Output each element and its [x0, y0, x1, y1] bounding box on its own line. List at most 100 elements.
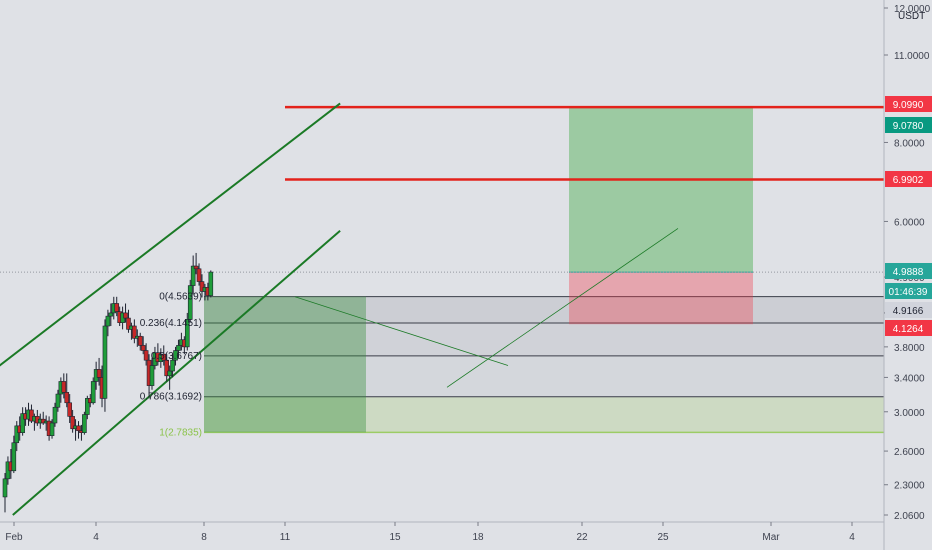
candle-body: [82, 414, 87, 433]
y-tick-label: 3.8000: [894, 343, 925, 354]
y-axis: 2.06002.30002.60003.00003.40003.80004.30…: [883, 0, 932, 550]
candle-body: [105, 315, 111, 327]
candle-body: [11, 442, 17, 472]
price-badge: [885, 283, 932, 299]
price-badge-label: 9.0780: [893, 121, 924, 132]
candle-body: [76, 425, 81, 432]
price-badge: [885, 320, 932, 336]
candle-body: [2, 478, 8, 498]
candle-body: [140, 345, 146, 351]
x-tick-label: 25: [657, 532, 669, 543]
fib-label: 0.236(4.1451): [140, 318, 202, 329]
candle-body: [52, 406, 58, 424]
trend-line: [446, 228, 679, 388]
y-tick-label: 8.0000: [894, 138, 925, 149]
channel-upper-line: [0, 102, 341, 367]
position-stop-zone: [569, 272, 753, 325]
price-badge-label: 4.9166: [893, 306, 924, 317]
candle-body: [49, 422, 55, 436]
candle-body: [176, 345, 181, 351]
y-tick-label: 6.0000: [894, 217, 925, 228]
x-tick-label: Feb: [5, 532, 23, 543]
price-badge-label: 4.1264: [893, 324, 924, 335]
price-badge: [885, 263, 932, 279]
position-target-zone: [569, 107, 753, 273]
candle-body: [14, 425, 20, 444]
candle-body: [67, 402, 72, 417]
candle-body: [132, 325, 137, 339]
y-tick-label: 12.0000: [894, 4, 931, 15]
x-axis: Feb 4 8 11 15 18 22 25 Mar 4: [0, 521, 884, 543]
x-tick-label: 4: [93, 532, 99, 543]
price-badge-label: 6.9902: [893, 175, 924, 186]
x-tick-label: 8: [201, 532, 207, 543]
price-badge-label: 9.0990: [893, 100, 924, 111]
price-badge: [885, 171, 932, 187]
candle-body: [161, 353, 167, 361]
x-tick-label: 22: [576, 532, 588, 543]
candle-body: [149, 365, 155, 386]
candle-body: [190, 265, 196, 286]
fib-label: 0.5(3.6767): [151, 351, 202, 362]
candle-body: [29, 409, 34, 422]
x-tick-label: 18: [472, 532, 484, 543]
x-tick-label: Mar: [762, 532, 780, 543]
fib-zone: [204, 355, 884, 397]
candle-body: [170, 359, 175, 372]
candle-body: [90, 381, 96, 404]
drawing-zones: [204, 107, 884, 434]
y-tick-label: 2.3000: [894, 481, 925, 492]
candle-body: [102, 325, 108, 399]
fib-zone: [204, 396, 884, 433]
y-tick-label: 2.6000: [894, 447, 925, 458]
candle-body: [184, 319, 190, 348]
candle-body: [164, 359, 169, 377]
fib-labels: 0(4.5639) 0.236(4.1451) 0.5(3.6767) 0.786(3…: [140, 292, 202, 439]
candles: [2, 252, 214, 513]
range-box: [204, 296, 366, 433]
fib-zone: [204, 296, 884, 323]
price-badge: [885, 96, 932, 112]
price-badge: [885, 302, 932, 318]
candle-body: [123, 312, 128, 319]
candle-body: [137, 335, 143, 346]
candle-body: [193, 265, 199, 270]
trend-line: [294, 296, 509, 366]
fib-label: 0(4.5639): [159, 292, 202, 303]
x-tick-label: 4: [849, 532, 855, 543]
x-tick-label: 11: [280, 532, 291, 543]
candle-body: [61, 381, 67, 393]
y-tick-label: 3.0000: [894, 408, 925, 419]
candle-body: [167, 370, 172, 377]
price-badge-label: 01:46:39: [889, 287, 928, 298]
y-tick-label: 11.0000: [894, 51, 930, 62]
candle-body: [187, 285, 193, 320]
price-badge: [885, 117, 932, 133]
candle-body: [64, 392, 70, 404]
candle-body: [114, 303, 120, 312]
candle-body: [208, 271, 214, 296]
price-badge-label: 4.9888: [893, 267, 924, 278]
channel-lower-line: [12, 229, 341, 516]
candle-body: [196, 268, 202, 282]
candle-body: [20, 413, 25, 433]
candle-body: [199, 281, 205, 292]
drawing-lines: [0, 102, 884, 516]
candle-body: [173, 350, 178, 361]
y-tick-label: 2.0600: [894, 511, 925, 522]
candle-body: [85, 398, 90, 415]
candle-body: [143, 350, 149, 361]
fib-label: 0.786(3.1692): [140, 392, 202, 403]
candle-body: [96, 369, 102, 378]
candle-body: [55, 393, 61, 408]
currency-unit: USDT: [898, 11, 925, 22]
fib-zone: [204, 322, 884, 356]
candle-body: [108, 312, 114, 317]
y-tick-label: 3.4000: [894, 373, 925, 384]
x-tick-label: 15: [389, 532, 401, 543]
candle-body: [70, 416, 75, 430]
fib-label: 1(2.7835): [159, 427, 202, 438]
candle-body: [126, 317, 131, 330]
